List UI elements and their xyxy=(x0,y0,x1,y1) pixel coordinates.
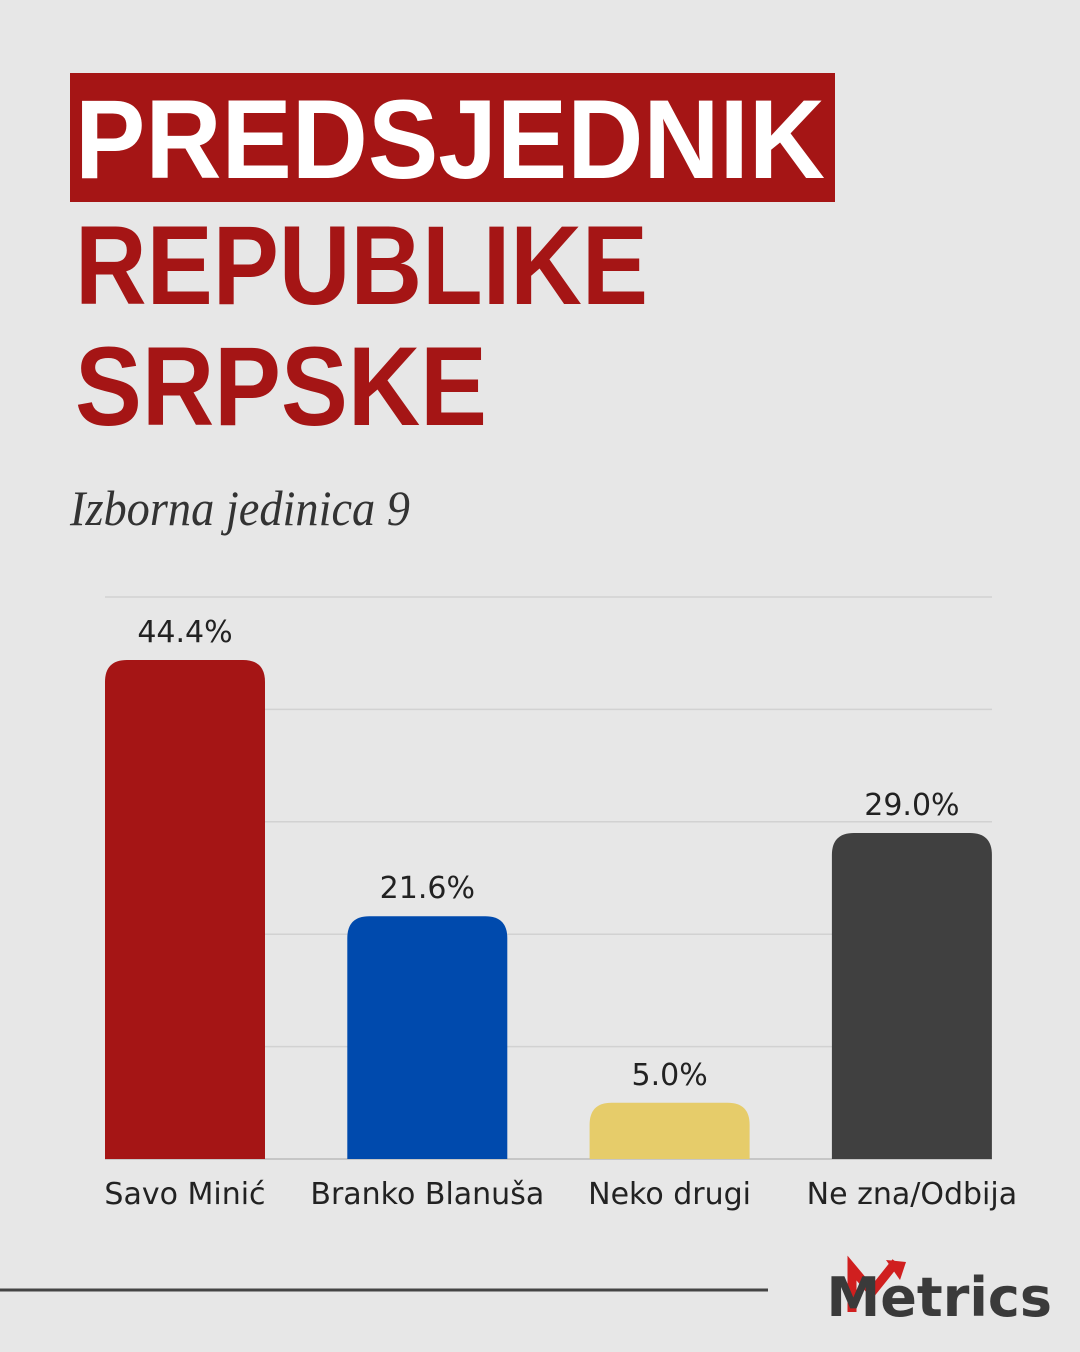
x-tick-label: Neko drugi xyxy=(588,1177,751,1212)
title-highlight xyxy=(70,73,835,202)
x-tick-label: Savo Minić xyxy=(104,1177,265,1212)
bar xyxy=(831,833,992,1159)
logo-arrow-head xyxy=(886,1260,906,1280)
bar xyxy=(589,1102,750,1159)
x-tick-label: Ne zna/Odbija xyxy=(807,1177,1017,1212)
chart-title: SRPSKE xyxy=(75,324,487,449)
value-label: 44.4% xyxy=(137,615,232,650)
value-label: 29.0% xyxy=(864,788,959,823)
chart-subtitle: Izborna jedinica 9 xyxy=(69,480,410,536)
chart-title: PREDSJEDNIK xyxy=(75,77,825,202)
chart-title: REPUBLIKE xyxy=(75,203,648,328)
bar xyxy=(347,916,508,1159)
value-label: 21.6% xyxy=(380,871,475,906)
logo-arrow xyxy=(847,1255,900,1312)
x-tick-label: Branko Blanuša xyxy=(310,1177,544,1212)
bar xyxy=(105,659,265,1159)
logo: Metrics xyxy=(827,1266,1052,1329)
value-label: 5.0% xyxy=(631,1058,707,1093)
